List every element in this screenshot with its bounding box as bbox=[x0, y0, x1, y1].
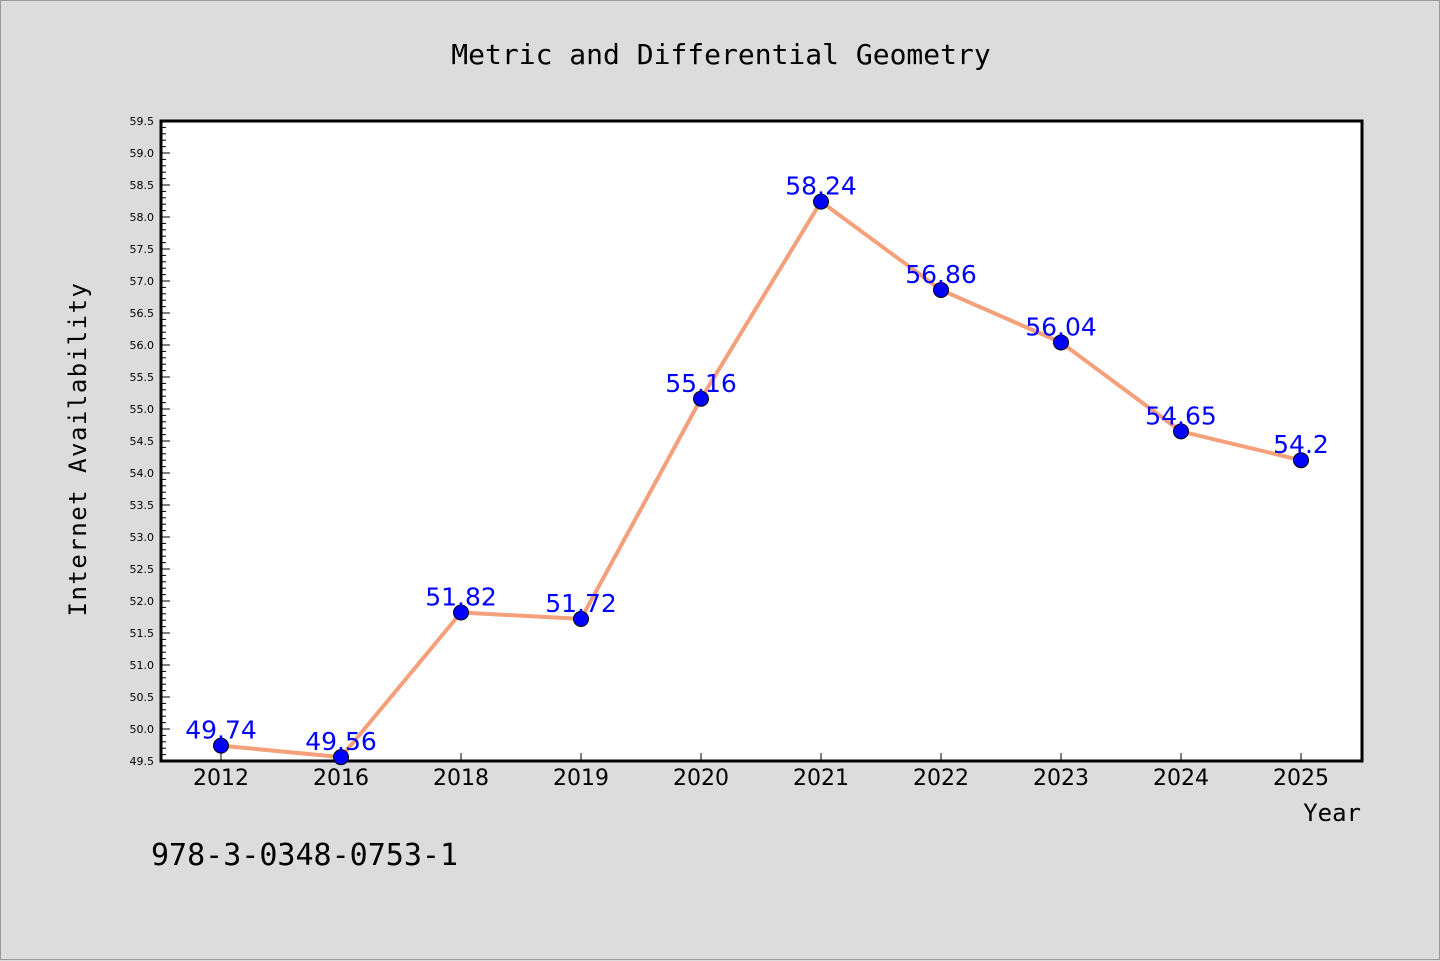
y-tick-label: 49.5 bbox=[130, 755, 155, 768]
data-label: 51.72 bbox=[545, 589, 617, 618]
series-line bbox=[219, 199, 1303, 760]
y-tick-label: 58.0 bbox=[130, 211, 155, 224]
y-tick-label: 51.5 bbox=[130, 627, 155, 640]
data-point bbox=[1053, 334, 1069, 351]
data-point bbox=[933, 281, 949, 298]
data-point bbox=[693, 390, 709, 407]
data-label: 54.2 bbox=[1273, 430, 1329, 459]
y-axis-title: Internet Availability bbox=[64, 282, 92, 617]
y-tick-label: 59.5 bbox=[130, 115, 155, 128]
data-point bbox=[333, 749, 349, 766]
y-tick-label: 53.0 bbox=[130, 531, 155, 544]
y-axis: 49.5 50.0 50.5 51.0 51.5 52.0 52.5 53.0 53.5 54.0… bbox=[130, 115, 170, 768]
data-point bbox=[573, 610, 589, 627]
x-tick-label: 2022 bbox=[913, 766, 969, 791]
series-layer: 49.74 49.56 51.82 51.72 55.16 58.24 56.86 56.04… bbox=[185, 172, 1329, 766]
y-tick-label: 50.5 bbox=[130, 691, 155, 704]
y-tick-label: 55.5 bbox=[130, 371, 155, 384]
data-point bbox=[1293, 452, 1309, 469]
x-tick-label: 2021 bbox=[793, 766, 849, 791]
x-axis-title: Year bbox=[1303, 799, 1361, 827]
y-tick-label: 54.5 bbox=[130, 435, 155, 448]
chart-title: Metric and Differential Geometry bbox=[451, 38, 990, 71]
x-tick-label: 2025 bbox=[1273, 766, 1329, 791]
data-point bbox=[453, 604, 469, 621]
x-tick-label: 2024 bbox=[1153, 766, 1209, 791]
x-tick-label: 2019 bbox=[553, 766, 609, 791]
y-tick-label: 57.0 bbox=[130, 275, 155, 288]
data-label: 54.65 bbox=[1145, 401, 1217, 430]
y-tick-label: 52.0 bbox=[130, 595, 155, 608]
data-label: 49.56 bbox=[305, 727, 377, 756]
data-point bbox=[813, 193, 829, 210]
data-label: 56.86 bbox=[905, 260, 977, 289]
y-tick-label: 53.5 bbox=[130, 499, 155, 512]
y-tick-label: 59.0 bbox=[130, 147, 155, 160]
x-axis: 2012 2016 2018 2019 2020 2021 2022 2023 2024 2025 bbox=[193, 753, 1329, 791]
x-tick-label: 2020 bbox=[673, 766, 729, 791]
plot-area bbox=[159, 119, 1364, 763]
y-tick-label: 52.5 bbox=[130, 563, 155, 576]
isbn-footer: 978-3-0348-0753-1 bbox=[151, 838, 458, 873]
data-label: 58.24 bbox=[785, 172, 857, 201]
y-tick-label: 56.5 bbox=[130, 307, 155, 320]
data-label: 55.16 bbox=[665, 369, 737, 398]
x-tick-label: 2023 bbox=[1033, 766, 1089, 791]
x-tick-label: 2016 bbox=[313, 766, 369, 791]
data-point bbox=[213, 737, 229, 754]
y-tick-label: 56.0 bbox=[130, 339, 155, 352]
data-label: 56.04 bbox=[1025, 312, 1097, 341]
y-tick-label: 55.0 bbox=[130, 403, 155, 416]
x-tick-label: 2012 bbox=[193, 766, 249, 791]
data-label: 49.74 bbox=[185, 716, 257, 745]
data-point bbox=[1173, 423, 1189, 440]
y-tick-label: 57.5 bbox=[130, 243, 155, 256]
y-tick-label: 51.0 bbox=[130, 659, 155, 672]
y-tick-label: 50.0 bbox=[130, 723, 155, 736]
x-tick-label: 2018 bbox=[433, 766, 489, 791]
data-label: 51.82 bbox=[425, 583, 497, 612]
y-tick-label: 54.0 bbox=[130, 467, 155, 480]
y-tick-label: 58.5 bbox=[130, 179, 155, 192]
